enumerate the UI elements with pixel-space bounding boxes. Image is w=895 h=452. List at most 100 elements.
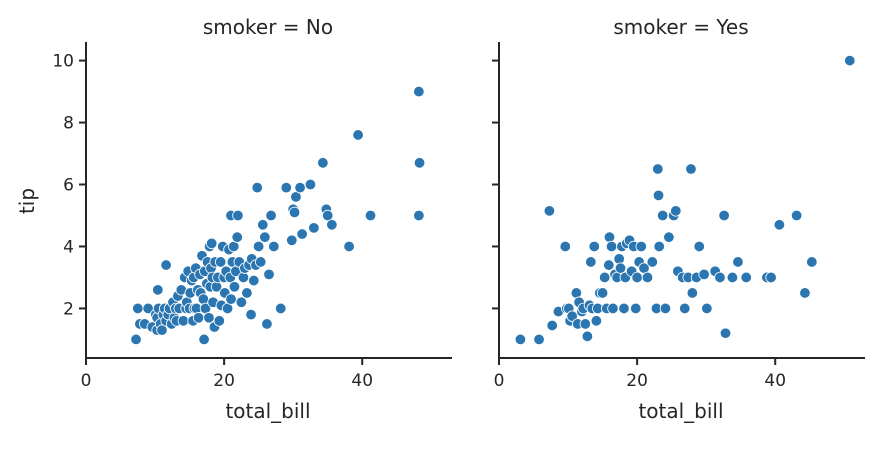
data-point bbox=[588, 240, 600, 253]
data-point bbox=[252, 240, 265, 253]
data-point bbox=[288, 206, 301, 219]
data-point bbox=[413, 157, 426, 169]
data-point bbox=[413, 85, 425, 98]
data-point bbox=[663, 231, 675, 243]
data-point bbox=[596, 287, 609, 299]
data-point bbox=[790, 209, 803, 222]
data-point bbox=[656, 209, 669, 222]
data-point bbox=[514, 333, 527, 346]
data-point bbox=[641, 271, 654, 284]
data-point bbox=[294, 181, 306, 194]
x-tick-label: 40 bbox=[764, 371, 786, 391]
data-point bbox=[296, 228, 308, 240]
data-point bbox=[581, 330, 594, 343]
data-point bbox=[693, 240, 705, 253]
data-point bbox=[231, 231, 243, 243]
data-point bbox=[245, 308, 257, 321]
data-point bbox=[263, 268, 275, 281]
data-point bbox=[618, 302, 630, 315]
y-tick-label: 4 bbox=[63, 237, 74, 257]
data-point bbox=[652, 163, 664, 175]
data-point bbox=[130, 333, 142, 346]
data-point bbox=[364, 209, 377, 222]
data-point bbox=[237, 271, 250, 284]
data-point bbox=[732, 256, 744, 268]
y-tick-label: 6 bbox=[63, 176, 74, 196]
data-point bbox=[259, 231, 271, 243]
data-point bbox=[714, 271, 726, 284]
data-point bbox=[228, 281, 241, 293]
data-point bbox=[533, 333, 545, 346]
data-point bbox=[205, 237, 218, 250]
data-point bbox=[685, 163, 697, 175]
data-point bbox=[686, 287, 699, 299]
data-point bbox=[585, 256, 597, 268]
data-point bbox=[670, 205, 682, 217]
data-point bbox=[197, 293, 210, 305]
data-point bbox=[225, 293, 237, 305]
data-point bbox=[290, 191, 302, 203]
data-point bbox=[255, 256, 267, 268]
data-point bbox=[773, 219, 786, 231]
y-tick-label: 8 bbox=[63, 114, 74, 134]
plot-area-no: 0 20 40 2 4 6 8 10 bbox=[52, 42, 452, 391]
data-point bbox=[156, 324, 168, 336]
data-point bbox=[160, 259, 172, 271]
panel-title-yes: smoker = Yes bbox=[613, 15, 748, 39]
x-tick-label: 20 bbox=[213, 371, 235, 391]
data-point bbox=[559, 240, 571, 253]
data-point bbox=[213, 315, 225, 327]
data-point bbox=[546, 319, 558, 332]
data-point bbox=[352, 129, 364, 141]
data-point bbox=[192, 312, 205, 324]
data-point bbox=[543, 205, 556, 217]
x-tick-label: 0 bbox=[494, 371, 505, 391]
data-point bbox=[248, 274, 260, 287]
data-point bbox=[261, 318, 273, 330]
data-point bbox=[605, 240, 618, 253]
data-point bbox=[235, 296, 248, 308]
data-point bbox=[413, 209, 425, 222]
data-point bbox=[343, 240, 355, 253]
data-point bbox=[659, 302, 672, 315]
panel-yes-smoker: smoker = Yes total_bill 0 20 40 bbox=[492, 15, 865, 423]
data-point bbox=[265, 209, 277, 222]
data-point bbox=[765, 271, 777, 284]
data-point bbox=[603, 231, 616, 243]
data-point bbox=[232, 209, 244, 222]
data-point bbox=[698, 268, 710, 281]
x-axis-label-yes: total_bill bbox=[638, 399, 723, 423]
data-point bbox=[214, 256, 227, 268]
x-tick-label: 40 bbox=[351, 371, 373, 391]
data-point bbox=[701, 302, 713, 315]
data-point bbox=[614, 262, 627, 274]
data-point bbox=[630, 302, 642, 315]
data-point bbox=[579, 318, 592, 330]
data-point bbox=[198, 333, 210, 346]
data-point bbox=[566, 310, 578, 322]
y-tick-label: 2 bbox=[63, 299, 74, 319]
data-point bbox=[646, 256, 659, 268]
data-point bbox=[806, 256, 818, 268]
data-point bbox=[607, 302, 619, 315]
data-point bbox=[613, 253, 625, 265]
y-tick-label: 10 bbox=[52, 52, 74, 72]
data-point bbox=[317, 157, 329, 169]
data-point bbox=[321, 209, 334, 222]
data-point bbox=[652, 189, 665, 202]
data-point bbox=[280, 181, 292, 194]
panel-no-smoker: smoker = No total_bill tip 0 20 40 2 4 6 8 10 bbox=[15, 15, 452, 423]
data-point bbox=[251, 181, 263, 194]
y-axis-label: tip bbox=[15, 188, 39, 214]
data-point bbox=[590, 315, 603, 327]
data-point bbox=[326, 219, 338, 231]
data-point bbox=[241, 287, 253, 299]
data-point bbox=[177, 315, 190, 327]
data-point bbox=[286, 234, 298, 246]
data-point bbox=[257, 219, 269, 231]
data-point bbox=[719, 327, 732, 339]
data-point bbox=[635, 240, 647, 253]
data-point bbox=[152, 284, 164, 296]
data-point bbox=[679, 302, 691, 315]
